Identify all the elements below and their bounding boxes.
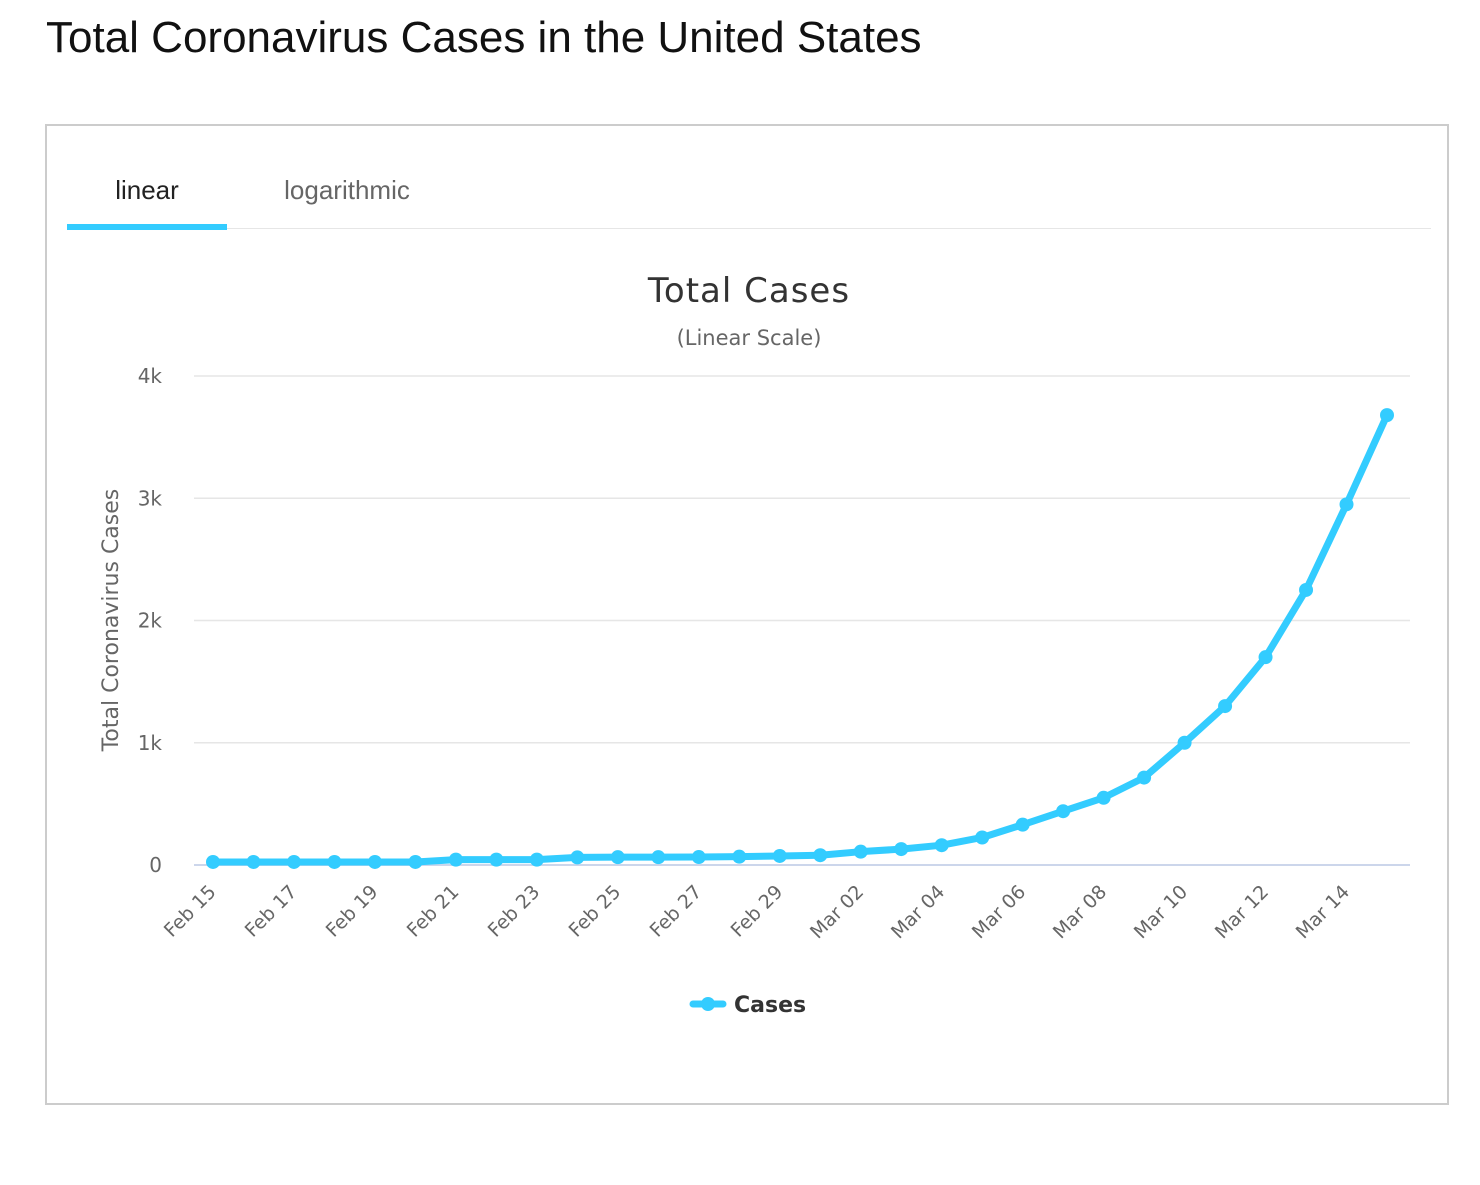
tab-linear[interactable]: linear <box>67 170 227 210</box>
data-point[interactable] <box>448 852 463 867</box>
active-tab-indicator <box>67 224 227 230</box>
data-point[interactable] <box>529 852 544 867</box>
y-axis-label: Total Coronavirus Cases <box>99 489 124 753</box>
data-point[interactable] <box>894 842 909 857</box>
data-point[interactable] <box>570 850 585 865</box>
x-tick-label: Mar 12 <box>1211 881 1273 943</box>
x-tick-label: Mar 14 <box>1292 881 1354 943</box>
data-point[interactable] <box>246 854 261 869</box>
x-tick-label: Mar 06 <box>968 881 1030 943</box>
data-point[interactable] <box>1177 735 1192 750</box>
data-point[interactable] <box>367 854 382 869</box>
legend-marker[interactable] <box>701 997 715 1011</box>
legend-item-cases[interactable]: Cases <box>734 993 806 1018</box>
chart-title: Total Cases <box>647 271 850 311</box>
y-tick-label: 3k <box>138 486 163 510</box>
data-point[interactable] <box>732 849 747 864</box>
data-point[interactable] <box>1339 497 1354 512</box>
scale-tabs: linear logarithmic <box>67 126 1431 230</box>
data-point[interactable] <box>813 848 828 863</box>
data-point[interactable] <box>1218 699 1233 714</box>
data-point[interactable] <box>286 854 301 869</box>
data-point[interactable] <box>853 844 868 859</box>
y-tick-label: 1k <box>138 731 163 755</box>
x-tick-label: Mar 04 <box>887 881 949 943</box>
data-point[interactable] <box>934 838 949 853</box>
x-tick-label: Feb 15 <box>160 881 221 942</box>
tab-logarithmic[interactable]: logarithmic <box>267 170 427 210</box>
data-point[interactable] <box>975 830 990 845</box>
data-point[interactable] <box>1096 790 1111 805</box>
data-point[interactable] <box>1015 817 1030 832</box>
x-tick-label: Feb 23 <box>484 881 545 942</box>
data-point[interactable] <box>1380 408 1394 423</box>
x-tick-label: Mar 10 <box>1130 881 1192 943</box>
x-tick-label: Mar 02 <box>806 881 868 943</box>
x-tick-label: Feb 27 <box>646 881 707 942</box>
data-point[interactable] <box>1137 770 1152 785</box>
chart-panel: linear logarithmic <box>45 124 1449 1105</box>
data-point[interactable] <box>691 850 706 865</box>
data-point[interactable] <box>206 854 220 869</box>
data-point[interactable] <box>1056 804 1071 819</box>
x-tick-label: Feb 25 <box>565 881 626 942</box>
x-tick-label: Feb 17 <box>241 881 302 942</box>
chart-subtitle: (Linear Scale) <box>677 326 822 350</box>
page-title: Total Coronavirus Cases in the United St… <box>46 13 922 62</box>
y-tick-label: 0 <box>149 853 162 877</box>
data-point[interactable] <box>1258 650 1273 665</box>
data-point[interactable] <box>408 854 423 869</box>
x-tick-label: Feb 29 <box>727 881 788 942</box>
data-point[interactable] <box>610 850 625 865</box>
x-tick-label: Feb 21 <box>403 881 464 942</box>
x-tick-label: Mar 08 <box>1049 881 1111 943</box>
data-point[interactable] <box>489 852 504 867</box>
data-point[interactable] <box>772 848 787 863</box>
y-tick-label: 4k <box>138 364 163 388</box>
series-line-cases <box>209 411 1391 866</box>
data-point[interactable] <box>651 850 666 865</box>
x-tick-label: Feb 19 <box>322 881 383 942</box>
data-point[interactable] <box>1299 582 1314 597</box>
data-point[interactable] <box>327 854 342 869</box>
y-tick-label: 2k <box>138 609 163 633</box>
